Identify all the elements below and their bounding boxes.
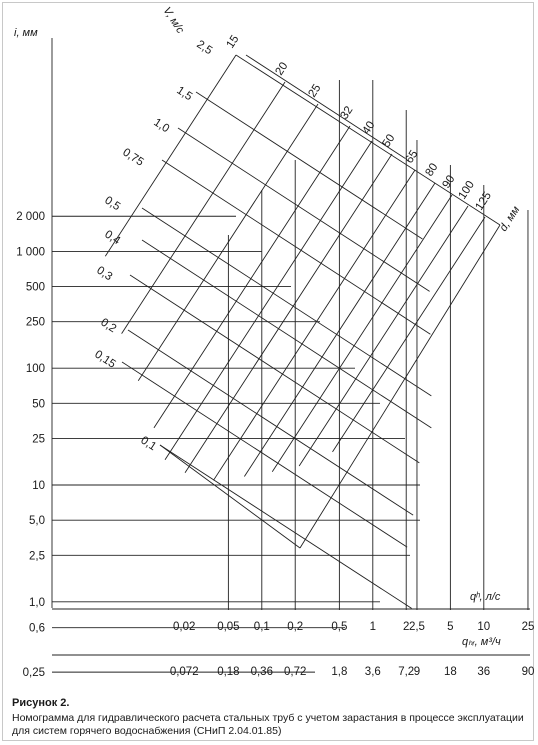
diameter-label: 40 — [360, 119, 377, 136]
y-tick-label: 500 — [26, 282, 45, 294]
diameter-label: 80 — [423, 161, 440, 178]
y-tick-label: 100 — [26, 363, 45, 375]
x-tick-label-m3h: 1,8 — [331, 666, 347, 678]
x-tick-label-m3h: 0,36 — [251, 666, 273, 678]
x-axis-label-m3h: qₕᵣ, м³/ч — [462, 636, 501, 648]
y-tick-label: 1 000 — [16, 246, 45, 258]
y-tick-label: 25 — [32, 434, 45, 446]
x-tick-label-m3h: 3,6 — [365, 666, 381, 678]
diameter-label: 25 — [306, 82, 323, 99]
y-tick-label: 250 — [26, 317, 45, 329]
x-tick-label-m3h: 0,072 — [170, 666, 199, 678]
y-tick-label: 2 000 — [16, 211, 45, 223]
figure-caption-title: Рисунок 2. — [12, 697, 70, 709]
x-tick-label-ls: 2 — [403, 621, 409, 633]
velocity-label: 1,0 — [151, 116, 171, 135]
y-tick-label: 10 — [32, 480, 45, 492]
velocity-axis-label: V, м/с — [160, 5, 186, 36]
x-tick-label-ls: 0,02 — [173, 621, 195, 633]
x-tick-label-m3h: 0,72 — [284, 666, 306, 678]
x-tick-label-ls: 5 — [447, 621, 453, 633]
x-tick-label-ls: 0,5 — [331, 621, 347, 633]
x-tick-label-ls: 2,5 — [409, 621, 425, 633]
velocity-line — [245, 54, 406, 159]
velocity-label: 0,3 — [94, 264, 114, 283]
y-tick-label: 1,0 — [29, 597, 45, 609]
x-tick-label-ls: 25 — [522, 621, 535, 633]
diameter-line — [121, 81, 286, 334]
x-tick-label-m3h: 36 — [477, 666, 490, 678]
y-tick-label: 0,25 — [23, 667, 45, 679]
x-tick-label-m3h: 18 — [444, 666, 457, 678]
diameter-line — [298, 205, 469, 467]
diameter-line — [164, 140, 373, 460]
x-axis-label-ls: qʰ, л/с — [470, 591, 501, 603]
velocity-label: 0,75 — [120, 146, 145, 168]
x-tick-label-ls: 1 — [370, 621, 376, 633]
velocity-line — [195, 91, 423, 240]
x-tick-label-ls: 10 — [477, 621, 490, 633]
x-tick-label-m3h: 9 — [414, 666, 420, 678]
velocity-line — [159, 444, 412, 609]
velocity-label: 0,1 — [138, 434, 158, 453]
diameter-line — [153, 125, 351, 429]
velocity-line — [177, 127, 430, 292]
diameter-label: 32 — [338, 104, 355, 121]
diameter-axis-label: d, мм — [497, 204, 522, 234]
diameter-line — [243, 182, 436, 477]
velocity-label: 0,5 — [102, 194, 122, 213]
velocity-label: 2,5 — [194, 38, 214, 57]
velocity-label: 0,15 — [92, 348, 117, 370]
diameter-line — [137, 103, 319, 382]
y-tick-label: 50 — [32, 398, 45, 410]
y-tick-label: 5,0 — [29, 515, 45, 527]
y-axis-label: i, мм — [14, 27, 38, 39]
diameter-line — [104, 54, 237, 257]
velocity-line — [161, 159, 431, 335]
x-tick-label-ls: 0,1 — [254, 621, 270, 633]
x-tick-label-m3h: 7,2 — [398, 666, 414, 678]
velocity-label: 0,2 — [98, 316, 118, 335]
diameter-line — [332, 216, 486, 453]
grid-boundary-top — [235, 54, 501, 226]
diameter-label: 90 — [440, 173, 457, 190]
velocity-label: 1,5 — [174, 84, 194, 103]
velocity-line — [141, 239, 432, 429]
diameter-line — [213, 169, 416, 481]
velocity-line — [121, 361, 408, 548]
diameter-label: 50 — [380, 132, 397, 149]
diameter-label: 100 — [456, 179, 477, 202]
x-tick-label-ls: 0,2 — [287, 621, 303, 633]
y-tick-label: 2,5 — [29, 550, 45, 562]
x-tick-label-m3h: 90 — [522, 666, 535, 678]
velocity-line — [129, 274, 420, 464]
diameter-label: 20 — [273, 60, 290, 77]
velocity-line — [141, 207, 432, 397]
figure-caption-line-2: для систем горячего водоснабжения (СНиП … — [12, 725, 282, 737]
diameter-label: 15 — [224, 33, 241, 50]
grid-boundary-bottom — [159, 444, 301, 549]
diameter-line — [184, 153, 393, 473]
y-tick-label: 0,6 — [29, 623, 45, 635]
diameter-label: 65 — [403, 148, 420, 165]
figure-caption-line-1: Номограмма для гидравлического расчета с… — [12, 712, 524, 724]
x-tick-label-ls: 0,05 — [217, 621, 239, 633]
diameter-line — [271, 194, 453, 473]
velocity-line — [127, 329, 414, 516]
x-tick-label-m3h: 0,18 — [217, 666, 239, 678]
grid-boundary-right — [299, 224, 501, 549]
diameter-label: 125 — [473, 190, 494, 213]
